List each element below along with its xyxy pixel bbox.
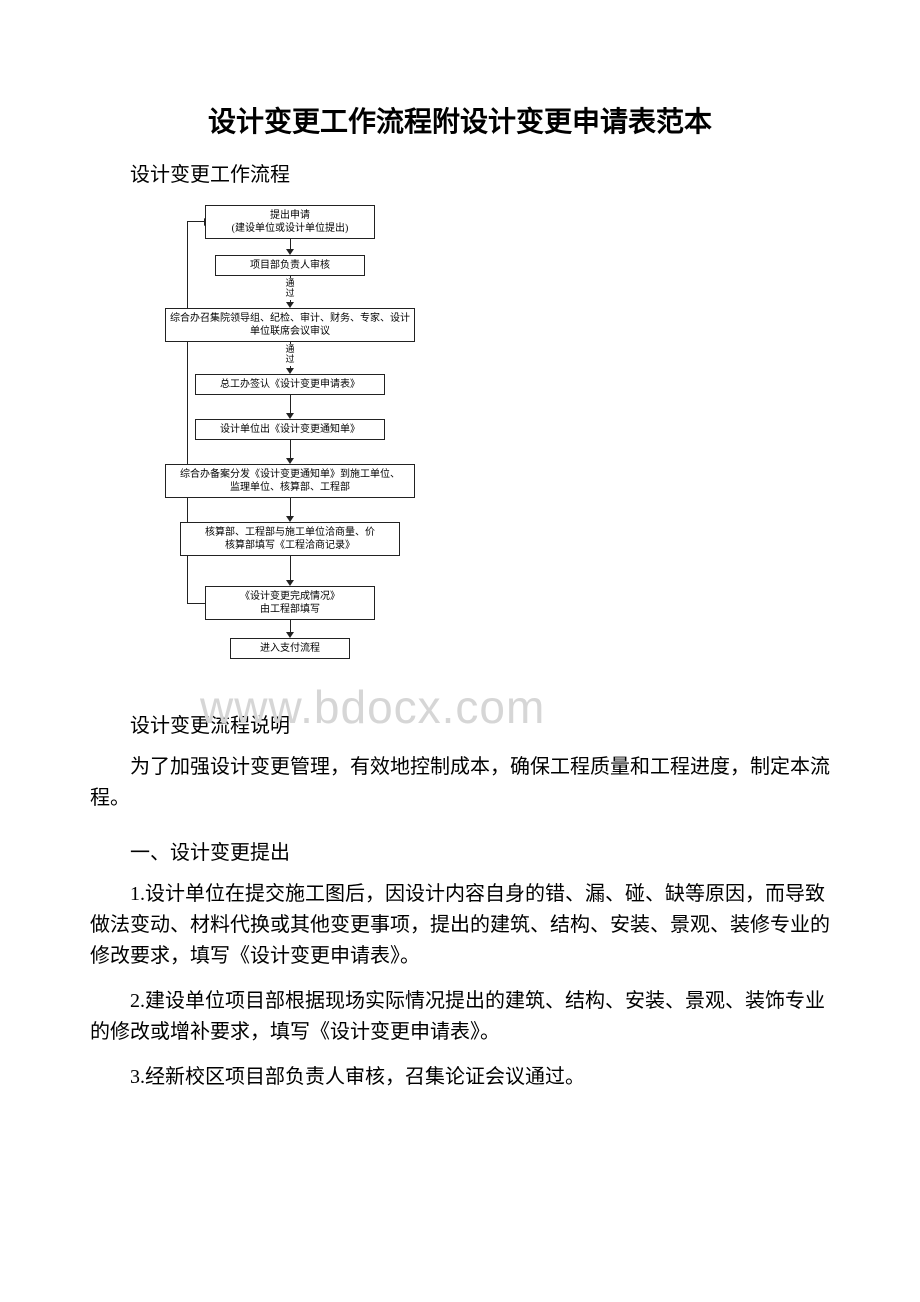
flow-node-label: (建设单位或设计单位提出) [210, 222, 370, 235]
flow-node-label: 监理单位、核算部、工程部 [170, 481, 410, 494]
flow-connector [290, 404, 291, 413]
flow-connector [290, 440, 291, 449]
flow-node-label: 设计单位出《设计变更通知单》 [200, 423, 380, 436]
flow-connector [290, 568, 291, 580]
flow-feedback-stub [187, 221, 205, 222]
flow-node: 总工办签认《设计变更申请表》 [195, 374, 385, 395]
para-2: 2.建设单位项目部根据现场实际情况提出的建筑、结构、安装、景观、装饰专业的修改或… [90, 986, 830, 1048]
flow-connector [290, 556, 291, 568]
flow-node-label: 综合办备案分发《设计变更通知单》到施工单位、 [170, 468, 410, 481]
flow-connector [290, 507, 291, 516]
flow-node: 设计单位出《设计变更通知单》 [195, 419, 385, 440]
flow-node-label: 总工办签认《设计变更申请表》 [200, 378, 380, 391]
para-intro: 为了加强设计变更管理，有效地控制成本，确保工程质量和工程进度，制定本流程。 [90, 752, 830, 814]
para-1: 1.设计单位在提交施工图后，因设计内容自身的错、漏、碰、缺等原因，而导致做法变动… [90, 879, 830, 972]
flow-connector [290, 395, 291, 404]
flow-node-label: 由工程部填写 [210, 603, 370, 616]
flow-node-label: 《设计变更完成情况》 [210, 590, 370, 603]
flowchart: 提出申请(建设单位或设计单位提出)项目部负责人审核通过综合办召集院领导组、纪检、… [150, 205, 430, 659]
page-title: 设计变更工作流程附设计变更申请表范本 [90, 100, 830, 140]
flow-node: 《设计变更完成情况》由工程部填写 [205, 586, 375, 620]
flow-node-label: 单位联席会议审议 [170, 325, 410, 338]
flow-feedback-stub [187, 603, 205, 604]
flow-connector [290, 498, 291, 507]
flow-node: 综合办备案分发《设计变更通知单》到施工单位、监理单位、核算部、工程部 [165, 464, 415, 498]
flow-node: 综合办召集院领导组、纪检、审计、财务、专家、设计单位联席会议审议 [165, 308, 415, 342]
flow-node-label: 核算部填写《工程洽商记录》 [185, 539, 395, 552]
flow-edge-label: 通过 [150, 344, 430, 366]
flow-node-label: 核算部、工程部与施工单位洽商量、价 [185, 526, 395, 539]
section-heading-explain: 设计变更流程说明 [90, 709, 830, 738]
heading-1: 一、设计变更提出 [90, 836, 830, 865]
flow-node: 项目部负责人审核 [215, 255, 365, 276]
flow-node-label: 综合办召集院领导组、纪检、审计、财务、专家、设计 [170, 312, 410, 325]
flow-node-label: 进入支付流程 [235, 642, 345, 655]
flow-node-label: 提出申请 [210, 209, 370, 222]
subtitle: 设计变更工作流程 [90, 158, 830, 187]
flow-node-label: 项目部负责人审核 [220, 259, 360, 272]
flow-node: 进入支付流程 [230, 638, 350, 659]
flow-edge-label: 通过 [150, 278, 430, 300]
flow-node: 提出申请(建设单位或设计单位提出) [205, 205, 375, 239]
flow-connector [290, 449, 291, 458]
flow-node: 核算部、工程部与施工单位洽商量、价核算部填写《工程洽商记录》 [180, 522, 400, 556]
para-3: 3.经新校区项目部负责人审核，召集论证会议通过。 [90, 1062, 830, 1093]
